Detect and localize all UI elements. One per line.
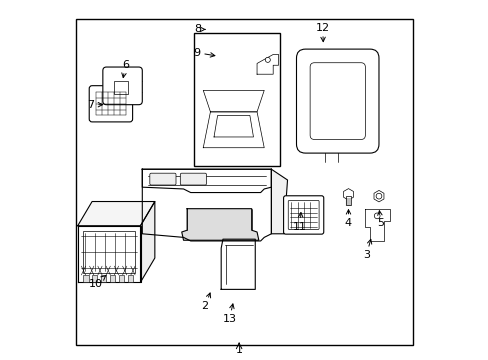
Text: 9: 9 bbox=[193, 48, 214, 58]
Bar bbox=[101, 275, 106, 282]
Polygon shape bbox=[182, 209, 258, 240]
Text: 6: 6 bbox=[122, 59, 129, 77]
Polygon shape bbox=[203, 90, 264, 112]
Polygon shape bbox=[203, 112, 264, 148]
Circle shape bbox=[375, 193, 381, 199]
Text: 11: 11 bbox=[292, 212, 306, 231]
Polygon shape bbox=[78, 202, 155, 226]
Circle shape bbox=[373, 213, 379, 219]
Bar bbox=[194, 33, 280, 166]
Text: 13: 13 bbox=[222, 304, 236, 324]
Text: 10: 10 bbox=[88, 275, 106, 289]
Bar bbox=[155, 185, 169, 192]
Polygon shape bbox=[221, 239, 255, 289]
Polygon shape bbox=[364, 209, 389, 241]
Bar bbox=[113, 81, 128, 94]
Bar bbox=[346, 196, 350, 205]
Polygon shape bbox=[257, 54, 278, 74]
Bar bbox=[83, 231, 135, 273]
FancyBboxPatch shape bbox=[102, 67, 142, 105]
Bar bbox=[128, 275, 133, 282]
Bar bbox=[119, 275, 124, 282]
Polygon shape bbox=[142, 169, 271, 193]
Text: 2: 2 bbox=[201, 293, 210, 311]
Polygon shape bbox=[78, 226, 140, 282]
Text: 3: 3 bbox=[362, 239, 371, 260]
Bar bbox=[180, 174, 206, 185]
FancyBboxPatch shape bbox=[89, 86, 132, 122]
Text: 5: 5 bbox=[377, 211, 384, 228]
Bar bbox=[110, 275, 115, 282]
FancyBboxPatch shape bbox=[180, 173, 206, 185]
Polygon shape bbox=[142, 169, 271, 241]
Text: 4: 4 bbox=[344, 210, 351, 228]
Polygon shape bbox=[214, 116, 253, 137]
FancyBboxPatch shape bbox=[149, 173, 176, 185]
Polygon shape bbox=[271, 169, 287, 234]
Text: 7: 7 bbox=[87, 100, 102, 110]
Bar bbox=[83, 275, 88, 282]
Text: 12: 12 bbox=[315, 23, 329, 42]
Polygon shape bbox=[140, 202, 155, 282]
Text: 8: 8 bbox=[194, 24, 205, 35]
Bar bbox=[149, 174, 176, 185]
Bar bbox=[92, 275, 97, 282]
Circle shape bbox=[265, 57, 270, 62]
Text: 1: 1 bbox=[235, 345, 242, 355]
FancyBboxPatch shape bbox=[283, 196, 323, 234]
FancyBboxPatch shape bbox=[296, 49, 378, 153]
